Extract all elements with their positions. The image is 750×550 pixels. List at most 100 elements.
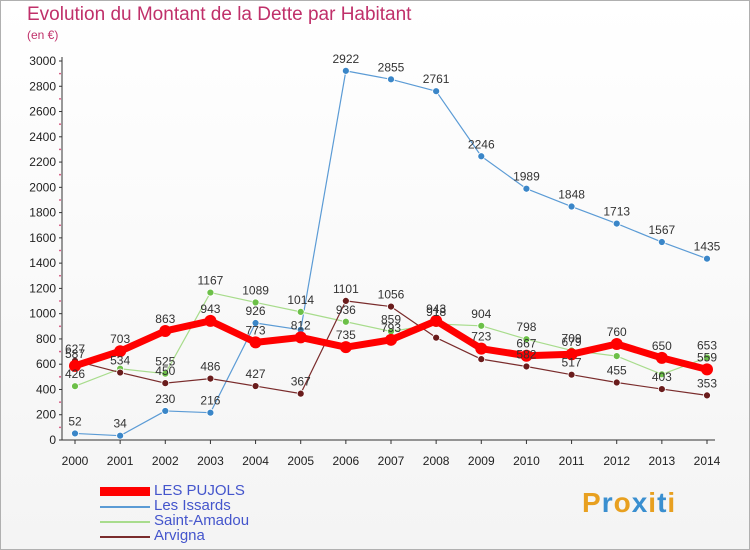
- legend-swatch-saint-amadou: [100, 520, 150, 523]
- data-point-les-pujols-2002: [159, 324, 172, 337]
- x-tick-label-2006: 2006: [333, 454, 360, 468]
- data-label-saint-amadou-2000: 426: [65, 367, 85, 381]
- y-minor-tick: [59, 224, 61, 227]
- data-point-les-issards-2013: [657, 238, 666, 246]
- y-tick-label-1000: 1000: [29, 307, 56, 321]
- legend-label-les-issards: Les Issards: [154, 497, 231, 514]
- data-point-saint-amadou-2003: [206, 288, 215, 297]
- data-label-les-pujols-2010: 667: [516, 337, 536, 351]
- data-point-arvigna-2006: [341, 297, 350, 305]
- data-label-les-issards-2006: 2922: [333, 52, 360, 66]
- legend-item-saint-amadou: Saint-Amadou: [100, 512, 340, 529]
- data-point-arvigna-2013: [657, 385, 666, 393]
- data-point-les-issards-2011: [567, 202, 576, 211]
- y-minor-tick: [59, 274, 61, 277]
- data-point-les-issards-2004: [251, 319, 260, 327]
- data-label-saint-amadou-2009: 904: [471, 307, 491, 321]
- y-minor-tick: [59, 401, 61, 403]
- data-label-les-issards-2007: 2855: [378, 60, 405, 74]
- data-label-arvigna-2012: 455: [607, 364, 627, 378]
- legend-swatch-les-pujols: [100, 487, 150, 496]
- data-point-saint-amadou-2002: [161, 369, 170, 378]
- data-point-saint-amadou-2006: [341, 317, 350, 326]
- data-point-les-pujols-2009: [475, 342, 488, 355]
- data-label-saint-amadou-2007: 859: [381, 312, 401, 326]
- y-minor-tick: [59, 123, 61, 126]
- data-point-arvigna-2012: [612, 378, 621, 387]
- y-tick-label-0: 0: [49, 433, 56, 447]
- data-label-les-issards-2014: 1435: [694, 240, 721, 254]
- data-point-arvigna-2004: [251, 382, 260, 390]
- data-point-saint-amadou-2005: [296, 307, 305, 316]
- y-minor-tick: [59, 98, 61, 100]
- data-point-arvigna-2005: [296, 389, 305, 398]
- data-point-les-issards-2001: [116, 431, 125, 440]
- logo-letter: o: [613, 487, 632, 518]
- y-minor-tick: [59, 426, 61, 429]
- y-tick-label-800: 800: [36, 332, 56, 346]
- x-tick-label-2000: 2000: [62, 454, 89, 468]
- data-point-saint-amadou-2012: [612, 352, 621, 361]
- data-label-les-issards-2004: 926: [246, 304, 266, 318]
- y-minor-tick: [59, 173, 61, 176]
- data-label-les-pujols-2004: 773: [246, 323, 266, 337]
- y-minor-tick: [59, 199, 61, 201]
- data-point-arvigna-2008: [432, 333, 441, 342]
- data-point-les-issards-2014: [703, 254, 711, 263]
- x-tick-label-2004: 2004: [242, 454, 269, 468]
- legend-label-saint-amadou: Saint-Amadou: [154, 512, 250, 529]
- data-label-les-pujols-2005: 812: [291, 318, 311, 332]
- data-label-les-issards-2008: 2761: [423, 72, 450, 86]
- data-label-arvigna-2014: 353: [697, 376, 717, 390]
- data-label-arvigna-2007: 1056: [378, 288, 405, 302]
- data-label-les-issards-2000: 52: [68, 414, 82, 428]
- y-minor-tick: [59, 148, 61, 151]
- y-tick-label-400: 400: [36, 382, 56, 396]
- y-tick-label-1800: 1800: [29, 206, 56, 220]
- x-tick-label-2005: 2005: [287, 454, 314, 468]
- data-label-saint-amadou-2008: 918: [426, 305, 446, 319]
- y-tick-label-200: 200: [36, 408, 56, 422]
- chart-subtitle: (en €): [27, 28, 59, 42]
- data-point-arvigna-2003: [206, 374, 215, 383]
- x-tick-label-2002: 2002: [152, 454, 179, 468]
- data-point-les-issards-2003: [206, 408, 215, 417]
- data-point-les-issards-2008: [432, 87, 441, 96]
- data-point-les-issards-2007: [387, 75, 395, 84]
- proxiti-logo: Proxiti: [582, 487, 676, 519]
- data-point-saint-amadou-2004: [251, 298, 260, 307]
- data-point-les-issards-2009: [477, 152, 486, 161]
- data-point-les-pujols-2014: [701, 363, 713, 376]
- logo-letter: t: [657, 487, 668, 518]
- data-point-saint-amadou-2014: [703, 353, 711, 362]
- y-minor-tick: [59, 72, 61, 75]
- data-point-arvigna-2010: [522, 362, 531, 371]
- logo-letter: i: [648, 487, 658, 518]
- x-tick-label-2003: 2003: [197, 454, 224, 468]
- data-label-les-pujols-2000: 587: [65, 347, 85, 361]
- y-tick-label-3000: 3000: [29, 54, 56, 68]
- legend-label-les-pujols: LES PUJOLS: [154, 482, 245, 499]
- data-label-saint-amadou-2003: 1167: [198, 274, 224, 288]
- data-point-les-pujols-2007: [385, 333, 397, 346]
- data-label-les-pujols-2002: 863: [155, 312, 175, 326]
- data-point-arvigna-2002: [161, 379, 170, 388]
- data-point-arvigna-2011: [567, 370, 576, 379]
- data-point-les-pujols-2004: [249, 336, 262, 349]
- data-label-arvigna-2004: 427: [246, 367, 266, 381]
- legend-item-les-issards: Les Issards: [100, 497, 340, 514]
- logo-letter: r: [601, 487, 614, 518]
- legend-item-les-pujols: LES PUJOLS: [100, 482, 340, 499]
- data-label-les-pujols-2013: 650: [652, 339, 672, 353]
- chart-title: Evolution du Montant de la Dette par Hab…: [27, 4, 412, 25]
- data-point-saint-amadou-2010: [522, 335, 531, 344]
- data-label-les-pujols-2008: 943: [426, 302, 446, 316]
- data-point-les-pujols-2008: [430, 314, 443, 327]
- data-label-les-issards-2013: 1567: [649, 223, 676, 237]
- data-label-les-pujols-2012: 760: [607, 325, 627, 339]
- data-label-saint-amadou-2011: 709: [562, 331, 582, 345]
- data-label-saint-amadou-2006: 936: [336, 303, 356, 317]
- x-tick-label-2011: 2011: [559, 454, 585, 468]
- chart-legend: LES PUJOLS Les Issards Saint-Amadou Arvigna: [100, 482, 340, 544]
